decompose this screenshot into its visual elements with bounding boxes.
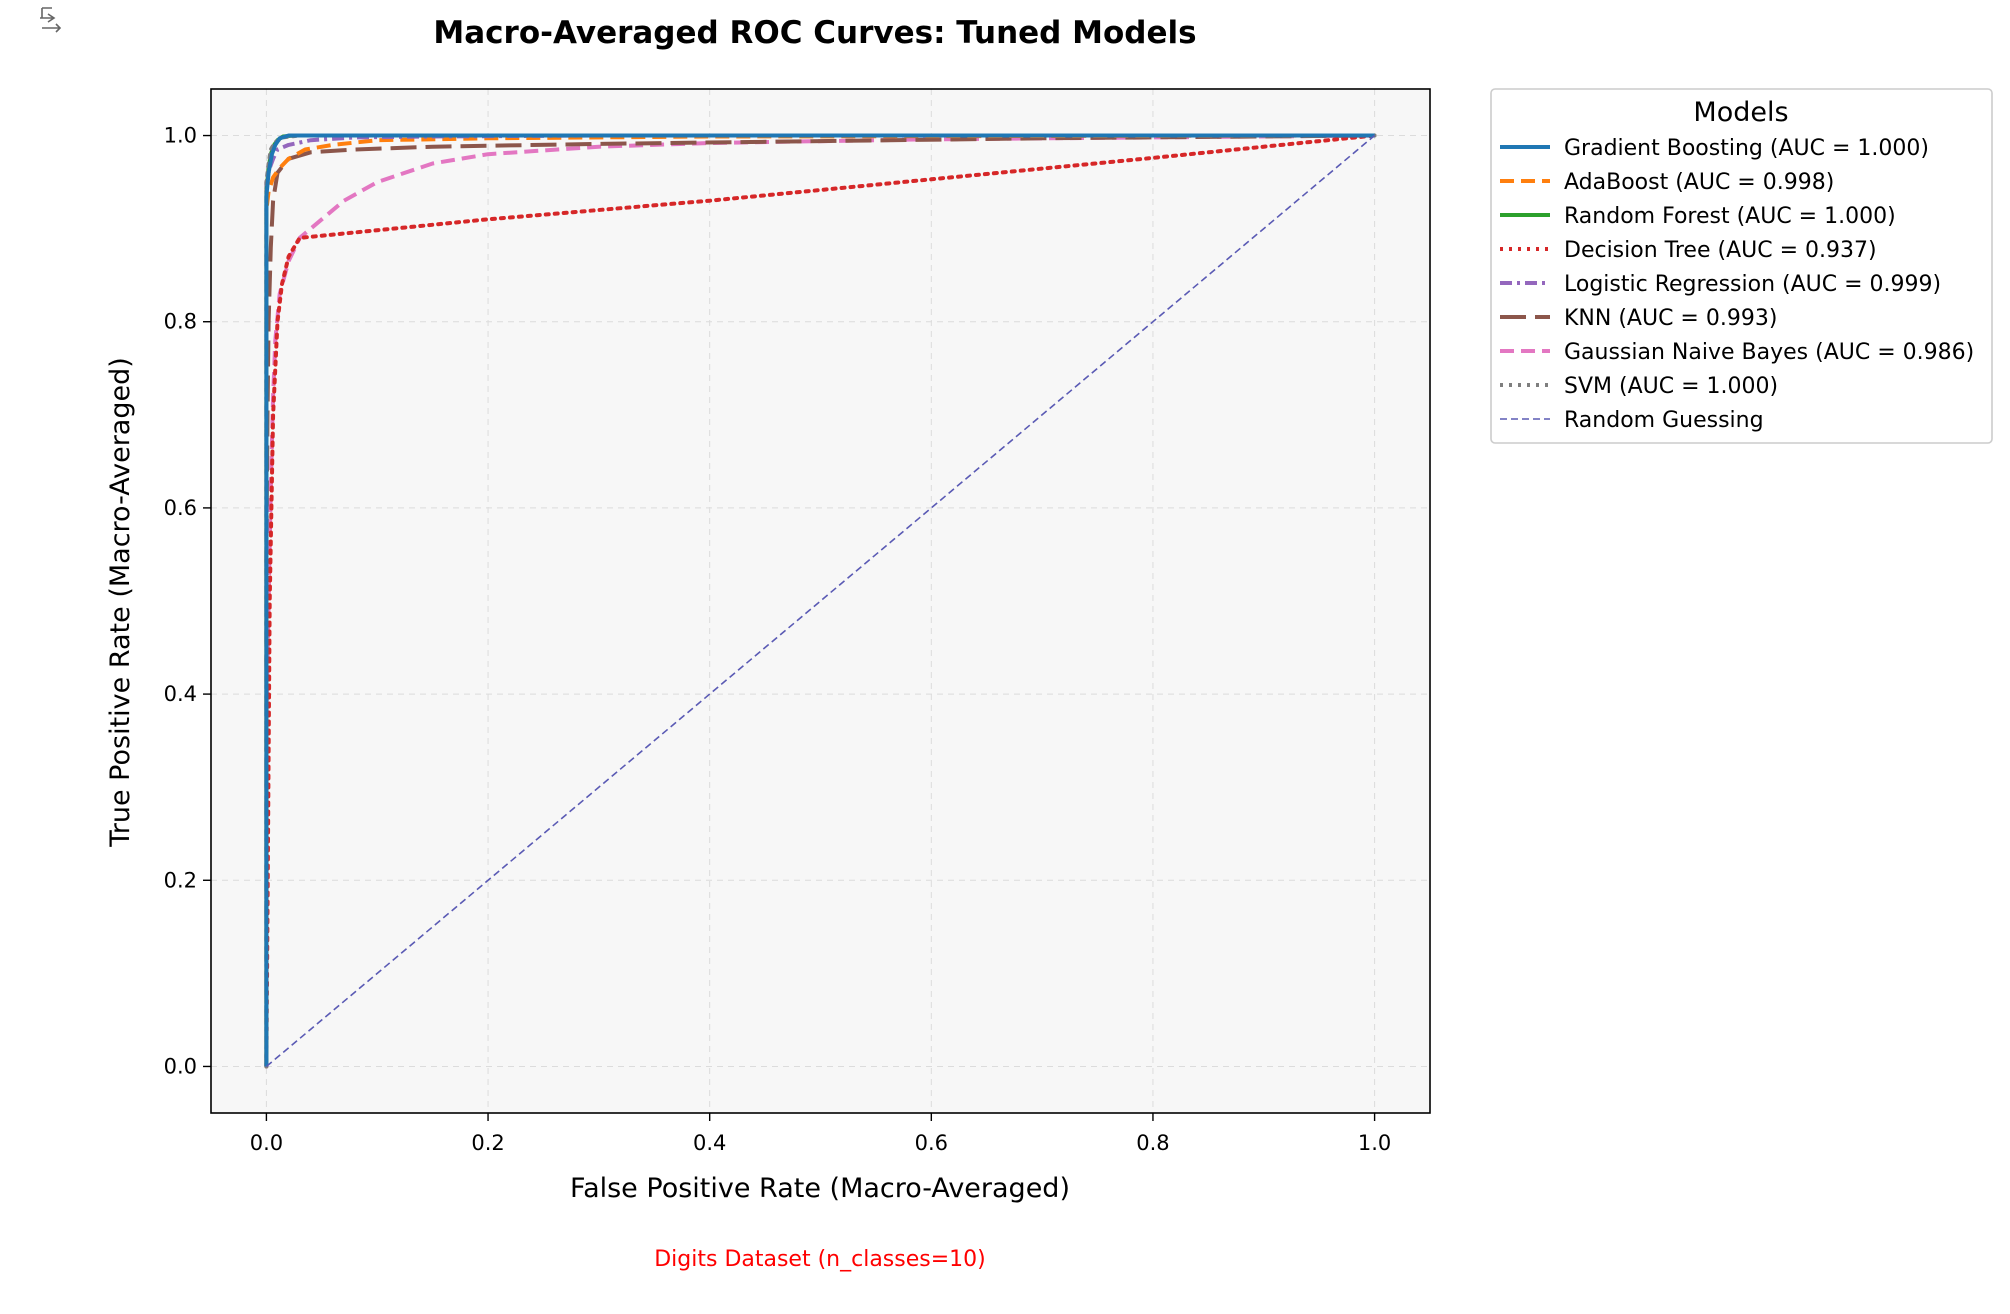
- legend-label-7: SVM (AUC = 1.000): [1564, 374, 1778, 399]
- legend-title: Models: [1693, 97, 1788, 128]
- y-axis: 0.0 0.2 0.4 0.6 0.8 1.0: [164, 124, 211, 1078]
- y-tick-label: 0.8: [164, 310, 197, 334]
- series-line-3: [264, 133, 1377, 1069]
- series-line-0: [264, 133, 1375, 1067]
- legend-label-3: Decision Tree (AUC = 0.937): [1564, 238, 1877, 263]
- plot-frame: [210, 88, 1431, 1114]
- x-axis-label: False Positive Rate (Macro-Averaged): [570, 1173, 1070, 1204]
- x-tick-label: 1.0: [1358, 1131, 1391, 1155]
- x-tick-label: 0.0: [250, 1131, 283, 1155]
- chart-title: Macro-Averaged ROC Curves: Tuned Models: [433, 15, 1196, 51]
- x-tick-label: 0.4: [693, 1131, 726, 1155]
- legend-label-4: Logistic Regression (AUC = 0.999): [1564, 272, 1941, 297]
- legend-label-5: KNN (AUC = 0.993): [1564, 306, 1777, 331]
- x-tick-label: 0.6: [915, 1131, 948, 1155]
- y-axis-label: True Positive Rate (Macro-Averaged): [105, 357, 136, 848]
- legend-items: Gradient Boosting (AUC = 1.000) AdaBoost …: [1500, 136, 1974, 433]
- legend-label-6: Gaussian Naive Bayes (AUC = 0.986): [1564, 340, 1974, 365]
- legend-label-2: Random Forest (AUC = 1.000): [1564, 204, 1896, 229]
- dataset-footnote: Digits Dataset (n_classes=10): [654, 1247, 986, 1272]
- plot-area: [210, 88, 1431, 1114]
- y-tick-label: 0.0: [164, 1054, 197, 1078]
- legend-box: [1490, 88, 1993, 444]
- y-tick-label: 1.0: [164, 124, 197, 148]
- y-tick-label: 0.6: [164, 496, 197, 520]
- x-tick-label: 0.2: [471, 1131, 504, 1155]
- legend-label-8: Random Guessing: [1564, 408, 1764, 433]
- series-layer: [264, 133, 1377, 1069]
- legend: Models Gradient Boosting (AUC = 1.000) Ad…: [1490, 88, 1993, 444]
- x-tick-label: 0.8: [1136, 1131, 1169, 1155]
- legend-label-0: Gradient Boosting (AUC = 1.000): [1564, 136, 1929, 161]
- output-toggle-icon[interactable]: [36, 4, 66, 34]
- y-tick-label: 0.2: [164, 868, 197, 892]
- x-axis: 0.0 0.2 0.4 0.6 0.8 1.0: [250, 1113, 1391, 1155]
- legend-label-1: AdaBoost (AUC = 0.998): [1564, 170, 1834, 195]
- y-tick-label: 0.4: [164, 682, 197, 706]
